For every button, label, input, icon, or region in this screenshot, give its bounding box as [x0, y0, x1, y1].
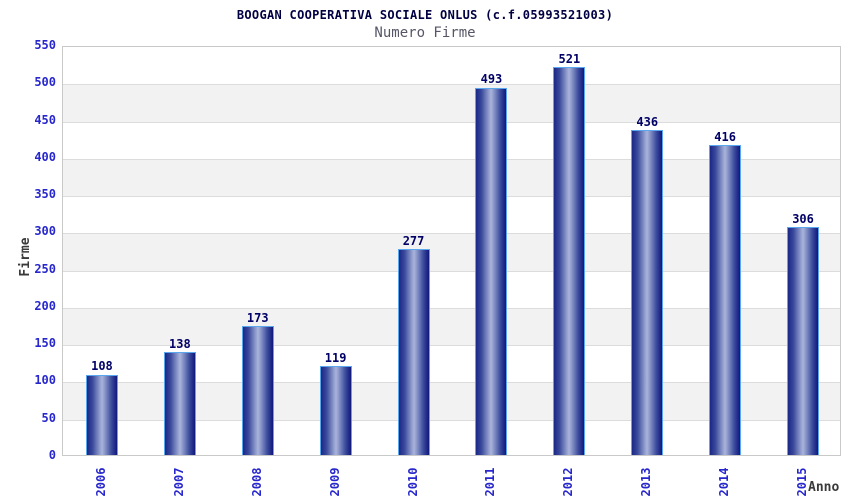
x-axis-tick-2010: 2010 — [405, 467, 420, 497]
chart-subtitle: Numero Firme — [374, 25, 476, 41]
y-axis-tick-400: 400 — [34, 149, 56, 164]
x-axis-tick-2007: 2007 — [171, 467, 186, 497]
grid-band-450 — [63, 121, 840, 159]
y-axis-tick-0: 0 — [48, 448, 56, 462]
y-axis-tick-100: 100 — [34, 373, 56, 388]
grid-band-50 — [63, 419, 840, 457]
bar-2015 — [787, 226, 820, 455]
x-axis-tick-2012: 2012 — [561, 467, 576, 497]
y-axis-tick-50: 50 — [41, 410, 56, 425]
grid-band-150 — [63, 345, 840, 382]
y-axis-tick-450: 450 — [34, 112, 56, 127]
x-axis-tick-2006: 2006 — [93, 467, 108, 497]
bar-value-label-2013: 436 — [636, 114, 659, 129]
bar-2008 — [241, 326, 274, 455]
bar-2010 — [397, 248, 430, 455]
y-axis-tick-300: 300 — [34, 224, 56, 239]
bar-2009 — [319, 366, 352, 455]
bar-value-label-2008: 173 — [246, 311, 269, 326]
x-axis-tick-2011: 2011 — [483, 467, 498, 497]
bar-value-label-2007: 138 — [169, 337, 191, 352]
bar-value-label-2011: 493 — [480, 72, 503, 87]
bar-value-label-2015: 306 — [792, 211, 814, 226]
grid-band-350 — [63, 196, 840, 233]
bar-2007 — [163, 352, 196, 455]
x-axis-tick-2013: 2013 — [639, 467, 654, 497]
x-axis-title: Anno — [808, 480, 840, 495]
chart-title: BOOGAN COOPERATIVA SOCIALE ONLUS (c.f.05… — [236, 8, 614, 22]
plot-area: 108 138 173 119 277 493 521 436 416 306 — [62, 46, 841, 456]
x-axis-tick-2015: 2015 — [795, 467, 810, 497]
bar-2006 — [85, 374, 118, 455]
x-axis-tick-2009: 2009 — [327, 467, 342, 497]
bar-2011 — [475, 87, 508, 455]
bar-2012 — [553, 66, 586, 455]
x-axis-tick-2014: 2014 — [717, 467, 732, 497]
y-axis-tick-200: 200 — [34, 298, 56, 313]
bar-value-label-2012: 521 — [558, 51, 581, 66]
bar-value-label-2014: 416 — [714, 129, 736, 144]
bar-2013 — [631, 129, 664, 455]
y-axis-tick-550: 550 — [34, 38, 56, 52]
y-axis-tick-150: 150 — [34, 336, 56, 351]
grid-band-500 — [63, 84, 840, 122]
grid-band-550 — [63, 47, 840, 84]
grid-band-250 — [63, 270, 840, 308]
bar-value-label-2006: 108 — [91, 359, 113, 374]
bar-value-label-2010: 277 — [402, 233, 425, 248]
bar-value-label-2009: 119 — [324, 351, 347, 366]
bar-2014 — [709, 144, 742, 455]
y-axis-tick-350: 350 — [34, 187, 56, 202]
y-axis-tick-250: 250 — [34, 261, 56, 276]
y-axis-tick-500: 500 — [34, 75, 56, 90]
x-axis-tick-2008: 2008 — [249, 467, 264, 497]
